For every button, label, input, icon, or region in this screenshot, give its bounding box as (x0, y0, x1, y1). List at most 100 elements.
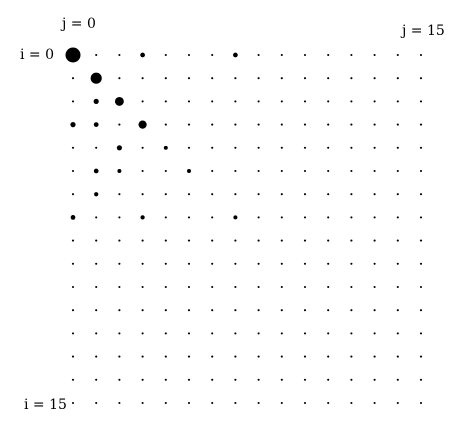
dot-i4-j8 (257, 146, 260, 149)
dot-i15-j15 (419, 401, 423, 405)
dot-i5-j0 (71, 169, 75, 173)
dot-i14-j13 (373, 378, 376, 381)
dot-i14-j6 (211, 378, 214, 381)
dot-i12-j10 (303, 332, 307, 335)
dot-i8-j8 (257, 239, 260, 242)
dot-i15-j7 (234, 401, 237, 405)
dot-i6-j14 (396, 193, 399, 196)
dot-i14-j0 (71, 378, 75, 381)
dot-i4-j1 (95, 146, 98, 149)
dot-i14-j1 (95, 378, 98, 381)
label-j-end: j = 15 (400, 23, 445, 39)
dot-i13-j13 (373, 355, 376, 358)
dot-i15-j3 (141, 401, 144, 405)
label-j-start: j = 0 (60, 16, 96, 32)
dot-i4-j4 (163, 145, 168, 150)
dot-i9-j9 (280, 262, 283, 265)
dot-i7-j11 (327, 216, 330, 219)
dot-i3-j7 (234, 123, 237, 126)
dot-i11-j12 (350, 309, 353, 312)
dot-i15-j6 (211, 401, 214, 405)
dot-i1-j11 (327, 77, 330, 80)
dot-i3-j1 (93, 122, 99, 127)
dot-i0-j9 (280, 53, 283, 57)
dot-grid (65, 47, 423, 405)
dot-i15-j1 (95, 401, 98, 405)
dot-i8-j6 (211, 239, 214, 242)
dot-i2-j5 (187, 100, 191, 103)
dot-i10-j11 (327, 285, 330, 289)
dot-i5-j7 (234, 169, 237, 173)
dot-i8-j11 (327, 239, 330, 242)
dot-i5-j11 (327, 169, 330, 173)
dot-i15-j0 (71, 401, 75, 405)
dot-i11-j3 (141, 309, 144, 312)
dot-i3-j9 (280, 123, 283, 126)
dot-i4-j6 (211, 146, 214, 149)
dot-i2-j7 (234, 100, 237, 103)
dot-i7-j5 (187, 216, 191, 219)
dot-i7-j13 (373, 216, 376, 219)
dot-i3-j12 (350, 123, 353, 126)
dot-i5-j10 (303, 169, 307, 173)
dot-i5-j5 (187, 169, 191, 173)
dot-i9-j1 (95, 262, 98, 265)
dot-i7-j9 (280, 216, 283, 219)
dot-i3-j11 (327, 123, 330, 126)
dot-i2-j8 (257, 100, 260, 103)
dot-i7-j10 (303, 216, 307, 219)
dot-i0-j1 (95, 53, 98, 57)
dot-i0-j15 (419, 53, 423, 57)
dot-i11-j2 (118, 309, 121, 312)
dot-i4-j9 (280, 146, 283, 149)
dot-i2-j6 (211, 100, 214, 103)
dot-i6-j7 (234, 193, 237, 196)
dot-i10-j0 (71, 285, 75, 289)
dot-i13-j12 (350, 355, 353, 358)
dot-i12-j4 (164, 332, 167, 335)
dot-i1-j1 (90, 72, 102, 84)
dot-i11-j5 (187, 309, 191, 312)
dot-i5-j8 (257, 169, 260, 173)
dot-i2-j11 (327, 100, 330, 103)
dot-i5-j12 (350, 169, 353, 173)
dot-i7-j8 (257, 216, 260, 219)
dot-i0-j6 (211, 53, 214, 57)
dot-i5-j13 (373, 169, 376, 173)
dot-i14-j14 (396, 378, 399, 381)
dot-i1-j13 (373, 77, 376, 80)
dot-i3-j0 (70, 122, 76, 128)
dot-i11-j4 (164, 309, 167, 312)
dot-i12-j0 (71, 332, 75, 335)
dot-i15-j2 (118, 401, 121, 405)
dot-i8-j15 (419, 239, 423, 242)
dot-i9-j12 (350, 262, 353, 265)
dot-i13-j4 (164, 355, 167, 358)
dot-i11-j8 (257, 309, 260, 312)
dot-i2-j1 (93, 98, 99, 104)
dot-i3-j13 (373, 123, 376, 126)
dot-i4-j5 (187, 146, 191, 149)
dot-i0-j12 (350, 53, 353, 57)
dot-i13-j15 (419, 355, 423, 358)
dot-i6-j12 (350, 193, 353, 196)
dot-i8-j7 (234, 239, 237, 242)
dot-i1-j9 (280, 77, 283, 80)
dot-i0-j4 (164, 53, 167, 57)
dot-i12-j9 (280, 332, 283, 335)
dot-i9-j10 (303, 262, 307, 265)
dot-i11-j1 (95, 309, 98, 312)
dot-i8-j3 (141, 239, 144, 242)
dot-i9-j13 (373, 262, 376, 265)
dot-i9-j4 (164, 262, 167, 265)
dot-i1-j7 (234, 77, 237, 80)
dot-i8-j9 (280, 239, 283, 242)
dot-i4-j14 (396, 146, 399, 149)
dot-i0-j14 (396, 53, 399, 57)
dot-i15-j12 (350, 401, 353, 405)
dot-i8-j13 (373, 239, 376, 242)
dot-i3-j3 (138, 120, 147, 129)
dot-i8-j1 (95, 239, 98, 242)
dot-i14-j5 (187, 378, 191, 381)
dot-i3-j6 (211, 123, 214, 126)
